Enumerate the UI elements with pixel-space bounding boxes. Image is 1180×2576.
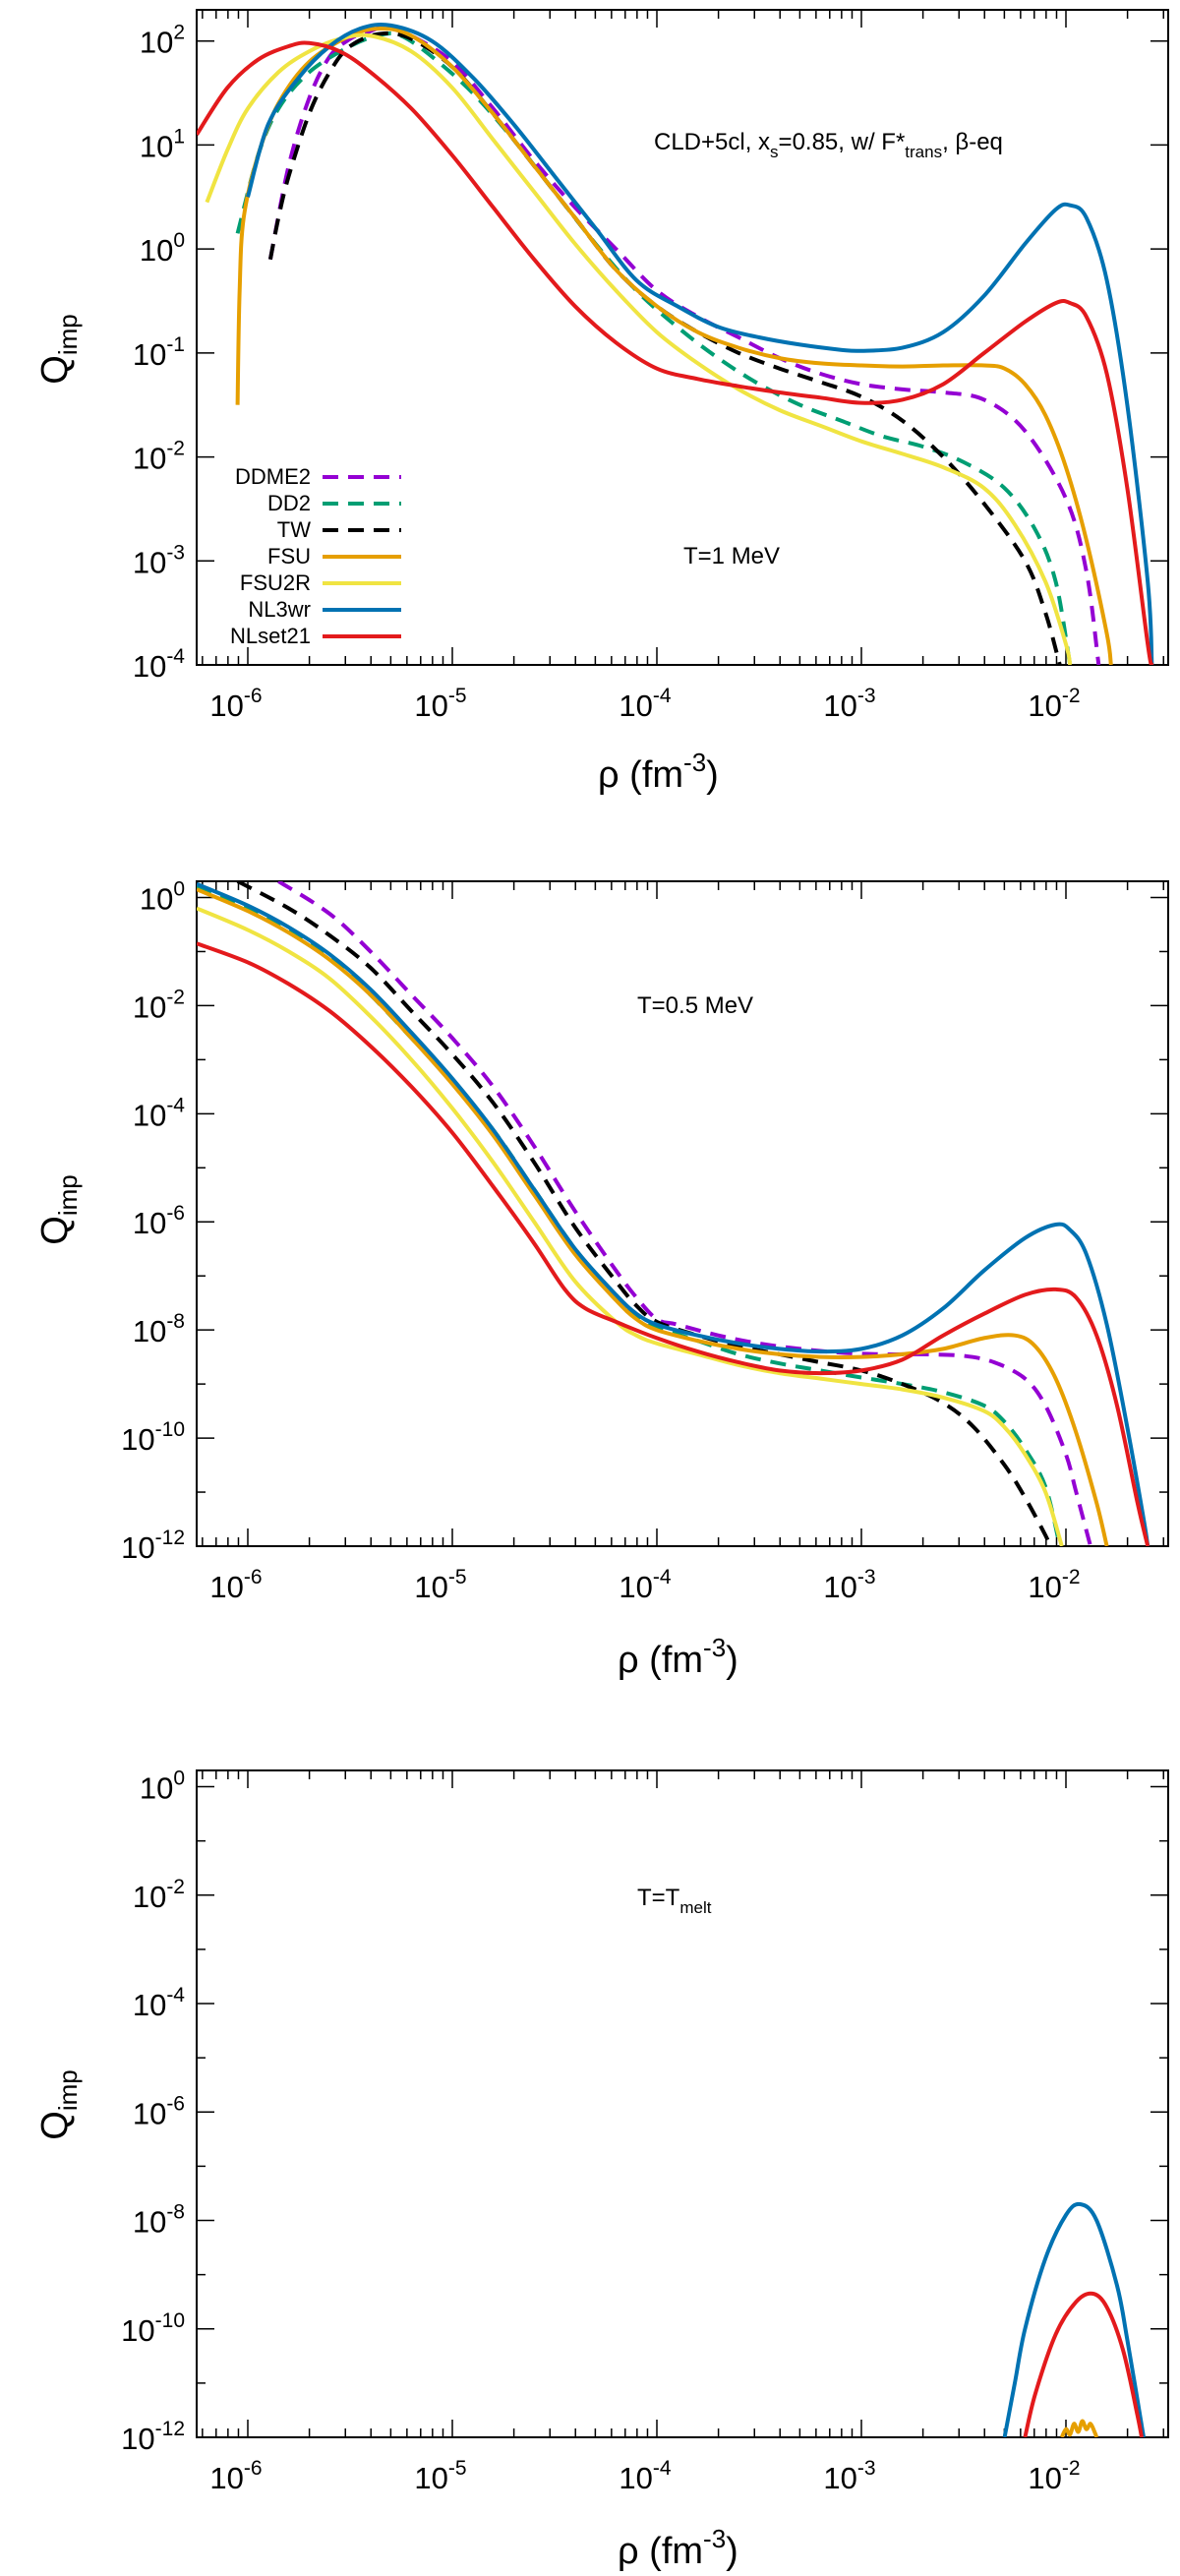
- x-axis-title: ρ (fm-3): [598, 748, 719, 796]
- x-tick-labels: 10-6 10-5 10-4 10-3 10-2: [209, 685, 1080, 723]
- legend-label: NLset21: [230, 624, 311, 648]
- panel-middle: 10-6 10-5 10-4 10-3 10-2 100 10-2 10-4 10-6 10-8…: [34, 877, 1169, 1681]
- y-tick-label: 10-12: [121, 2418, 185, 2456]
- x-tick-label: 10-2: [1028, 1566, 1080, 1604]
- y-axis-title: Qimp: [34, 2069, 83, 2139]
- x-axis-title: ρ (fm-3): [618, 2524, 738, 2572]
- x-tick-labels: 10-6 10-5 10-4 10-3 10-2: [209, 1566, 1080, 1604]
- y-tick-label: 100: [140, 1767, 185, 1806]
- chart-annotation: CLD+5cl, xs=0.85, w/ F*trans, β-eq: [654, 129, 1003, 161]
- temperature-label: T=0.5 MeV: [637, 992, 753, 1019]
- series-line-fsu2r: [205, 32, 1073, 665]
- y-tick-label: 10-3: [133, 541, 185, 579]
- y-tick-label: 10-8: [133, 1310, 185, 1348]
- x-tick-label: 10-4: [619, 2457, 671, 2495]
- y-tick-label: 101: [140, 125, 185, 163]
- x-tick-label: 10-5: [414, 2457, 466, 2495]
- panel-top: 10-6 10-5 10-4 10-3 10-2 10210110010-110-210…: [34, 9, 1169, 796]
- plot-frame: [196, 880, 1169, 1547]
- x-tick-label: 10-6: [209, 2457, 262, 2495]
- series-line-fsu: [1059, 2419, 1099, 2437]
- x-tick-label: 10-2: [1028, 685, 1080, 723]
- series-line-nl3wr: [246, 22, 1154, 665]
- x-axis-title: ρ (fm-3): [618, 1633, 738, 1681]
- y-tick-labels: 100 10-2 10-4 10-6 10-8 10-10 10-12: [121, 877, 185, 1565]
- temperature-label: T=Tmelt: [637, 1885, 712, 1917]
- legend-label: FSU2R: [240, 570, 311, 595]
- tick-marks: [197, 1770, 1168, 2438]
- x-tick-label: 10-5: [414, 1566, 466, 1604]
- y-tick-label: 10-4: [133, 645, 185, 684]
- series-line-ddme2: [277, 881, 1092, 1546]
- x-tick-label: 10-3: [823, 1566, 875, 1604]
- plot-frame: [196, 1769, 1169, 2438]
- series-layer: [197, 881, 1150, 1546]
- series-line-nl3wr: [1002, 2201, 1146, 2437]
- temperature-label: T=1 MeV: [683, 543, 780, 569]
- y-tick-label: 10-12: [121, 1527, 185, 1565]
- series-line-fsu: [197, 887, 1109, 1546]
- x-tick-label: 10-3: [823, 2457, 875, 2495]
- y-axis-title: Qimp: [34, 1174, 83, 1244]
- x-tick-label: 10-5: [414, 685, 466, 723]
- y-tick-labels: 100 10-2 10-4 10-6 10-8 10-10 10-12: [121, 1767, 185, 2456]
- legend-label: FSU: [267, 544, 311, 569]
- y-tick-label: 10-2: [133, 1876, 185, 1914]
- x-tick-label: 10-2: [1028, 2457, 1080, 2495]
- series-line-nlset21: [1023, 2291, 1144, 2437]
- series-line-dd2: [235, 30, 1073, 665]
- series-layer: [197, 22, 1154, 665]
- series-line-fsu2r: [197, 906, 1064, 1546]
- y-tick-label: 10-1: [133, 333, 185, 372]
- panel-bottom: 10-6 10-5 10-4 10-3 10-2 100 10-2 10-4 10-6 10-8…: [34, 1767, 1169, 2572]
- series-line-nlset21: [197, 941, 1150, 1546]
- y-axis-title: Qimp: [34, 314, 83, 384]
- y-tick-label: 102: [140, 22, 185, 60]
- x-tick-label: 10-4: [619, 685, 671, 723]
- y-tick-label: 10-2: [133, 438, 185, 476]
- y-tick-label: 10-4: [133, 1984, 185, 2022]
- y-tick-label: 10-2: [133, 986, 185, 1024]
- x-tick-label: 10-4: [619, 1566, 671, 1604]
- y-tick-labels: 102 101 100 10-1 10-2 10-3 10-4: [133, 22, 185, 684]
- x-tick-label: 10-3: [823, 685, 875, 723]
- y-tick-label: 10-10: [121, 2309, 185, 2348]
- series-line-fsu: [235, 27, 1113, 665]
- x-tick-label: 10-6: [209, 1566, 262, 1604]
- series-layer: [1002, 2201, 1146, 2437]
- legend-label: NL3wr: [248, 597, 311, 622]
- legend-label: DDME2: [235, 464, 311, 489]
- y-tick-label: 10-10: [121, 1418, 185, 1457]
- x-tick-labels: 10-6 10-5 10-4 10-3 10-2: [209, 2457, 1080, 2495]
- y-tick-label: 10-4: [133, 1094, 185, 1132]
- y-tick-label: 10-6: [133, 2092, 185, 2130]
- plot-frame: [196, 9, 1169, 666]
- legend-label: TW: [277, 517, 311, 542]
- series-line-nl3wr: [197, 881, 1150, 1546]
- y-tick-label: 100: [140, 229, 185, 268]
- tick-marks: [197, 881, 1168, 1547]
- series-line-dd2: [197, 884, 1062, 1546]
- y-tick-label: 10-6: [133, 1202, 185, 1240]
- y-tick-label: 10-8: [133, 2201, 185, 2240]
- series-line-nlset21: [197, 40, 1154, 665]
- legend-label: DD2: [267, 491, 311, 515]
- tick-marks: [197, 10, 1168, 666]
- y-tick-label: 100: [140, 877, 185, 916]
- x-tick-label: 10-6: [209, 685, 262, 723]
